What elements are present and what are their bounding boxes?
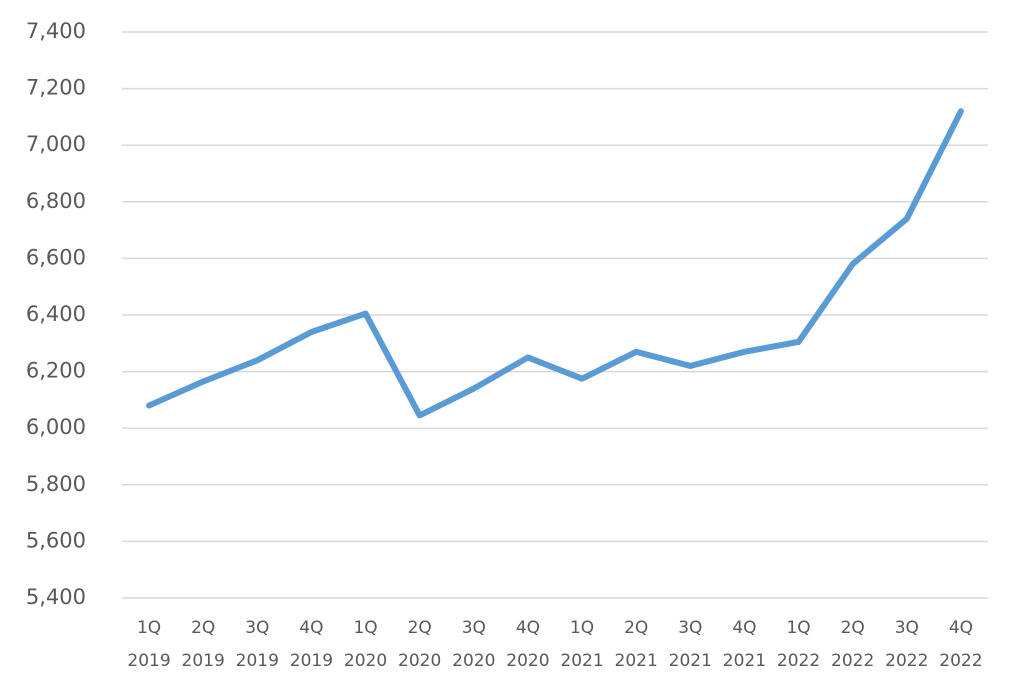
y-tick-label: 6,000 xyxy=(26,415,86,439)
x-tick-label: 2Q xyxy=(624,618,648,638)
x-tick-label: 4Q xyxy=(516,618,540,638)
x-tick-label: 4Q xyxy=(299,618,323,638)
y-tick-label: 7,400 xyxy=(26,19,86,43)
x-tick-label: 2019 xyxy=(127,651,170,671)
x-tick-label: 2020 xyxy=(344,651,387,671)
y-tick-label: 5,400 xyxy=(26,585,86,609)
y-tick-label: 6,800 xyxy=(26,189,86,213)
x-tick-label: 2022 xyxy=(777,651,820,671)
x-tick-label: 4Q xyxy=(732,618,756,638)
x-tick-label: 2019 xyxy=(290,651,333,671)
x-tick-label: 2021 xyxy=(560,651,603,671)
x-tick-label: 3Q xyxy=(895,618,919,638)
x-tick-label: 1Q xyxy=(137,618,161,638)
x-tick-label: 2Q xyxy=(191,618,215,638)
x-tick-label: 3Q xyxy=(462,618,486,638)
x-tick-label: 2Q xyxy=(841,618,865,638)
x-tick-label: 4Q xyxy=(949,618,973,638)
x-tick-label: 2022 xyxy=(939,651,982,671)
y-tick-label: 6,400 xyxy=(26,302,86,326)
y-tick-label: 6,200 xyxy=(26,359,86,383)
x-tick-label: 1Q xyxy=(353,618,377,638)
x-tick-label: 2021 xyxy=(615,651,658,671)
x-tick-label: 2019 xyxy=(236,651,279,671)
x-tick-label: 1Q xyxy=(786,618,810,638)
x-tick-label: 2019 xyxy=(182,651,225,671)
x-tick-label: 2022 xyxy=(885,651,928,671)
x-tick-label: 3Q xyxy=(678,618,702,638)
y-tick-label: 7,000 xyxy=(26,132,86,156)
y-tick-label: 5,800 xyxy=(26,472,86,496)
x-tick-label: 2021 xyxy=(723,651,766,671)
y-tick-label: 5,600 xyxy=(26,528,86,552)
x-tick-label: 2020 xyxy=(452,651,495,671)
y-tick-label: 7,200 xyxy=(26,76,86,100)
x-tick-label: 2020 xyxy=(398,651,441,671)
x-tick-label: 2Q xyxy=(408,618,432,638)
data-line xyxy=(146,108,964,419)
x-tick-label: 1Q xyxy=(570,618,594,638)
y-tick-label: 6,600 xyxy=(26,245,86,269)
x-tick-label: 2021 xyxy=(669,651,712,671)
x-tick-label: 3Q xyxy=(245,618,269,638)
x-tick-label: 2022 xyxy=(831,651,874,671)
x-tick-label: 2020 xyxy=(506,651,549,671)
